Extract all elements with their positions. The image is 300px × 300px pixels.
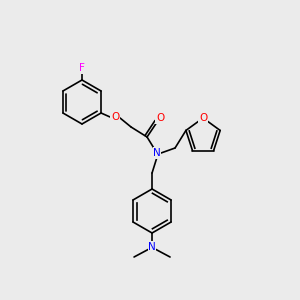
Text: N: N [148,242,156,252]
Text: O: O [156,113,164,123]
Text: O: O [199,113,207,123]
Text: F: F [79,63,85,73]
Text: O: O [111,112,119,122]
Text: N: N [153,148,161,158]
